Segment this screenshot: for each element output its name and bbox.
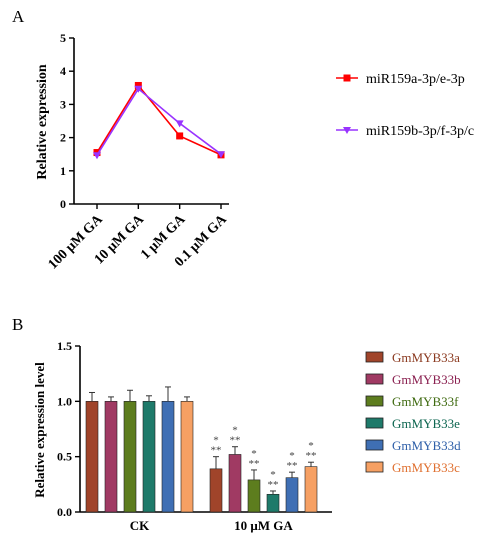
- y-tick-label-b: 0.5: [57, 450, 72, 464]
- y-tick-label-a: 3: [60, 97, 66, 111]
- legend-label: GmMYB33b: [392, 372, 461, 387]
- bar-gmmyb33e: [266, 493, 280, 513]
- data-point-square: [134, 81, 142, 89]
- y-tick-label-a: 1: [60, 164, 66, 178]
- legend-swatch: [365, 439, 384, 451]
- legend-swatch: [365, 395, 384, 407]
- y-tick-label-a: 0: [60, 197, 66, 211]
- y-tick-label-a: 2: [60, 131, 66, 145]
- significance-mark-bottom: **: [287, 460, 298, 472]
- y-tick-label-b: 1.5: [57, 339, 72, 353]
- y-axis-label-b: Relative expression level: [32, 362, 47, 498]
- series-line-2: [96, 87, 222, 156]
- legend-label: GmMYB33f: [392, 394, 459, 409]
- legend-swatch: [365, 373, 384, 385]
- data-point-triangle: [93, 152, 101, 160]
- bar-gmmyb33a: [209, 468, 223, 513]
- y-tick-label-b: 1.0: [57, 394, 72, 408]
- bar-gmmyb33d: [285, 477, 299, 513]
- legend-swatch: [365, 461, 384, 473]
- x-tick-label-b: 10 μM GA: [234, 518, 293, 533]
- significance-mark-bottom: **: [211, 445, 222, 457]
- legend-label: GmMYB33d: [392, 438, 461, 453]
- significance-mark-top: *: [308, 440, 314, 452]
- significance-mark-top: *: [251, 448, 257, 460]
- bar-gmmyb33c: [180, 401, 194, 513]
- significance-mark-top: *: [270, 469, 276, 481]
- significance-mark-bottom: **: [249, 458, 260, 470]
- legend-label: GmMYB33a: [392, 350, 460, 365]
- bar-gmmyb33b: [228, 454, 242, 513]
- bar-gmmyb33c: [304, 466, 318, 513]
- significance-mark-top: *: [213, 435, 219, 447]
- legend-label: miR159b-3p/f-3p/c: [366, 124, 474, 139]
- bar-gmmyb33e: [142, 401, 156, 513]
- data-point-triangle: [175, 120, 184, 128]
- x-tick-label-b: CK: [130, 518, 150, 533]
- significance-mark-bottom: **: [306, 450, 317, 462]
- data-point-triangle: [217, 151, 225, 159]
- bar-gmmyb33b: [104, 401, 118, 513]
- legend-label: miR159a-3p/e-3p: [366, 72, 465, 87]
- data-point-triangle: [134, 85, 143, 93]
- y-tick-label-b: 0.0: [57, 505, 72, 519]
- significance-mark-top: *: [289, 450, 295, 462]
- series-line-1: [96, 84, 222, 156]
- bar-gmmyb33a: [85, 401, 99, 513]
- significance-mark-bottom: **: [268, 479, 279, 491]
- significance-mark-bottom: **: [230, 435, 241, 447]
- legend-label: GmMYB33c: [392, 460, 460, 475]
- bar-gmmyb33f: [123, 401, 137, 513]
- panel-b-bar-chart: B Relative expression level 0.0 0.5 1.0 1.5…: [12, 315, 461, 533]
- legend-marker-triangle: [343, 127, 351, 134]
- legend-label: GmMYB33e: [392, 416, 460, 431]
- legend-marker-square: [343, 74, 351, 82]
- legend-swatch: [365, 417, 384, 429]
- bar-gmmyb33d: [161, 401, 175, 513]
- bar-gmmyb33f: [247, 479, 261, 513]
- panel-label-b: B: [12, 315, 23, 334]
- y-tick-label-a: 4: [60, 64, 66, 78]
- y-axis-label-a: Relative expression: [35, 64, 50, 179]
- legend-swatch: [365, 351, 384, 363]
- panel-label-a: A: [12, 7, 25, 26]
- data-point-square: [176, 132, 184, 140]
- y-tick-label-a: 5: [60, 31, 66, 45]
- significance-mark-top: *: [232, 425, 238, 437]
